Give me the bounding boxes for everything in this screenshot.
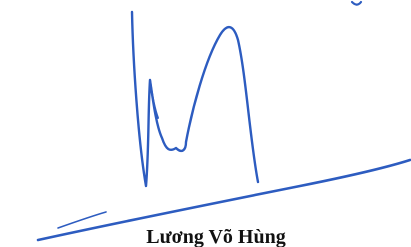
background — [0, 0, 411, 247]
signature-page: Lương Võ Hùng — [0, 0, 411, 247]
signer-name: Lương Võ Hùng — [146, 226, 285, 247]
